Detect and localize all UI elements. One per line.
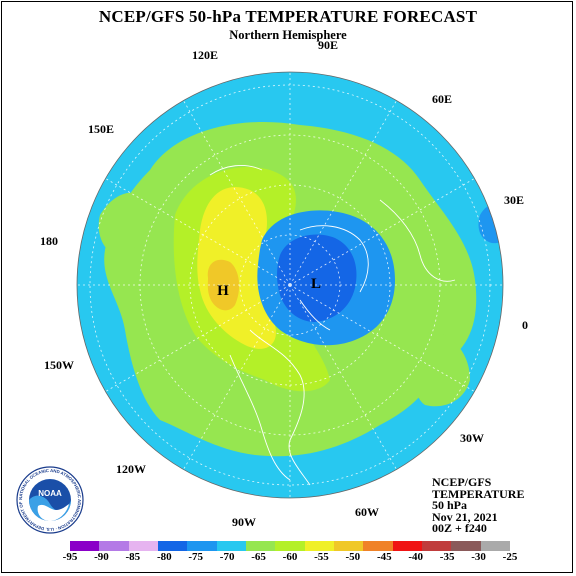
- color-scale-tick-label: -95: [62, 551, 78, 563]
- color-swatch: [245, 541, 276, 551]
- color-scale-tick-label: -65: [251, 551, 266, 563]
- lon-label-60w: 60W: [355, 505, 379, 519]
- high-center-label: H: [217, 283, 229, 299]
- color-swatch: [421, 541, 452, 551]
- color-scale-tick-label: -35: [439, 551, 455, 563]
- meridian-line: [105, 284, 291, 392]
- color-scale-tick-label: -70: [219, 551, 235, 563]
- color-swatch: [333, 541, 364, 551]
- noaa-logo: NATIONAL OCEANIC AND ATMOSPHERIC ADMINIS…: [16, 466, 84, 534]
- meridian-line: [289, 284, 475, 392]
- lon-label-90w: 90W: [232, 515, 256, 529]
- color-swatch: [157, 541, 188, 551]
- lon-label-60e: 60E: [432, 92, 453, 106]
- color-swatch: [99, 541, 129, 551]
- meridian-line: [289, 100, 397, 286]
- color-scale-tick-label: -45: [376, 551, 392, 563]
- color-swatch: [216, 541, 246, 551]
- color-swatch: [451, 541, 481, 551]
- color-swatch: [128, 541, 158, 551]
- color-scale-bar: [70, 541, 510, 551]
- info-variable: TEMPERATURE: [432, 486, 525, 501]
- meridian-line: [289, 178, 475, 286]
- color-scale-tick-label: -75: [188, 551, 204, 563]
- coastlines: [209, 164, 456, 486]
- region-minus55: [197, 186, 276, 349]
- region-minus65-west: [98, 192, 151, 255]
- color-scale-ticks: -95 -90 -85 -80 -75 -70 -65 -60 -55 -50 -45 -40 -35 -…: [0, 551, 576, 565]
- color-scale-tick-label: -90: [94, 551, 109, 563]
- lon-label-90e: 90E: [318, 38, 339, 52]
- color-scale-tick-label: -40: [408, 551, 424, 563]
- lon-label-30w: 30W: [460, 431, 484, 445]
- color-scale-tick-label: -50: [345, 551, 361, 563]
- color-swatch: [275, 541, 305, 551]
- region-minus80: [277, 234, 357, 322]
- lon-label-150w: 150W: [44, 358, 74, 372]
- info-model: NCEP/GFS: [432, 475, 492, 489]
- lon-label-0: 0: [522, 318, 528, 332]
- info-forecast-hour: 00Z + f240: [432, 521, 487, 535]
- color-swatch: [187, 541, 217, 551]
- color-swatch: [304, 541, 334, 551]
- meridian-line: [105, 178, 291, 286]
- lon-label-30e: 30E: [504, 193, 525, 207]
- color-scale-tick-label: -85: [125, 551, 141, 563]
- color-swatch: [480, 541, 510, 551]
- lon-label-150e: 150E: [88, 122, 115, 136]
- color-scale-tick-label: -30: [471, 551, 486, 563]
- color-scale-tick-label: -25: [502, 551, 518, 563]
- noaa-logo-bird-icon: [37, 504, 69, 521]
- info-level: 50 hPa: [432, 498, 468, 512]
- meridian-line: [289, 284, 397, 470]
- map-title: NCEP/GFS 50-hPa TEMPERATURE FORECAST: [98, 7, 478, 26]
- color-swatch: [70, 541, 100, 551]
- color-swatch: [363, 541, 393, 551]
- color-scale-tick-label: -60: [282, 551, 298, 563]
- noaa-logo-text: NOAA: [38, 489, 62, 498]
- color-scale-tick-label: -80: [156, 551, 172, 563]
- info-date: Nov 21, 2021: [432, 509, 498, 524]
- meridian-line: [183, 284, 291, 470]
- map-subtitle: Northern Hemisphere: [229, 28, 347, 42]
- lon-label-120e: 120E: [192, 48, 219, 62]
- lon-label-120w: 120W: [116, 462, 146, 476]
- color-swatch: [392, 541, 422, 551]
- meridian-line: [183, 100, 291, 286]
- low-center-label: L: [311, 276, 321, 292]
- forecast-info: NCEP/GFS TEMPERATURE 50 hPa Nov 21, 2021…: [432, 475, 525, 535]
- region-minus65-east: [414, 330, 470, 407]
- color-scale-tick-label: -55: [314, 551, 329, 563]
- map-disk-border: [76, 71, 504, 499]
- lon-label-180: 180: [40, 234, 58, 248]
